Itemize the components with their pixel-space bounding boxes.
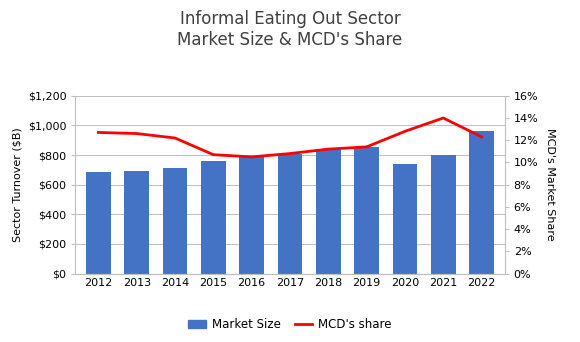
- Bar: [86, 172, 111, 274]
- Bar: [162, 168, 187, 274]
- Line: MCD's share: MCD's share: [99, 118, 481, 157]
- MCD's share: [325, 147, 332, 151]
- Bar: [354, 147, 379, 274]
- Bar: [201, 161, 226, 274]
- Y-axis label: Sector Turnover ($B): Sector Turnover ($B): [12, 127, 22, 242]
- Bar: [431, 155, 456, 274]
- MCD's share: [172, 136, 179, 140]
- MCD's share: [440, 116, 447, 120]
- Bar: [316, 149, 341, 274]
- Y-axis label: MCD's Market Share: MCD's Market Share: [545, 128, 555, 241]
- MCD's share: [210, 153, 217, 157]
- Bar: [278, 154, 302, 274]
- MCD's share: [363, 145, 370, 149]
- MCD's share: [133, 132, 140, 136]
- Legend: Market Size, MCD's share: Market Size, MCD's share: [183, 314, 397, 336]
- MCD's share: [478, 135, 485, 139]
- Bar: [124, 171, 149, 274]
- MCD's share: [95, 130, 102, 134]
- Bar: [239, 157, 264, 274]
- Text: Informal Eating Out Sector
Market Size & MCD's Share: Informal Eating Out Sector Market Size &…: [177, 10, 403, 49]
- Bar: [393, 164, 418, 274]
- MCD's share: [248, 155, 255, 159]
- MCD's share: [401, 129, 408, 133]
- MCD's share: [287, 152, 293, 156]
- Bar: [469, 131, 494, 274]
